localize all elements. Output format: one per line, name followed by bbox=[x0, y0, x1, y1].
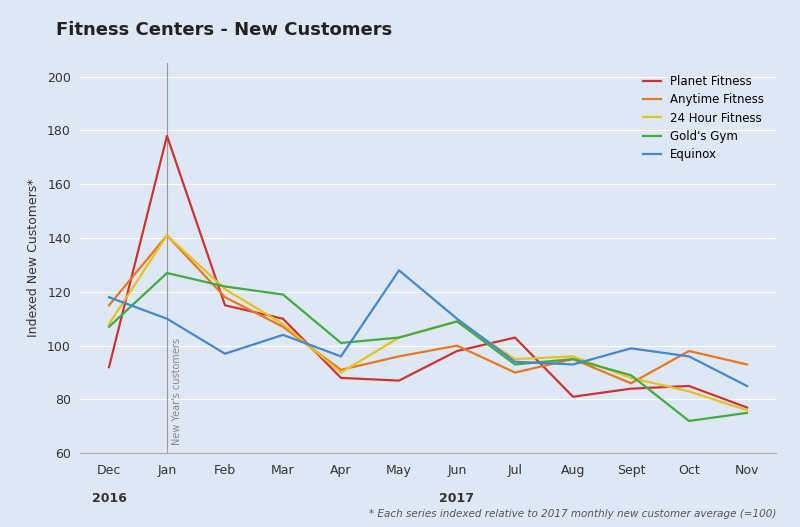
24 Hour Fitness bbox=[278, 321, 288, 327]
Anytime Fitness bbox=[336, 367, 346, 373]
Planet Fitness bbox=[220, 302, 230, 308]
24 Hour Fitness bbox=[104, 321, 114, 327]
Equinox bbox=[278, 331, 288, 338]
Planet Fitness bbox=[684, 383, 694, 389]
Text: 2016: 2016 bbox=[91, 492, 126, 505]
Anytime Fitness bbox=[684, 348, 694, 354]
24 Hour Fitness bbox=[452, 318, 462, 325]
Anytime Fitness bbox=[742, 362, 752, 368]
Text: Fitness Centers - New Customers: Fitness Centers - New Customers bbox=[56, 21, 392, 39]
Equinox bbox=[742, 383, 752, 389]
Equinox bbox=[626, 345, 636, 352]
Gold's Gym bbox=[568, 356, 578, 362]
Planet Fitness bbox=[278, 316, 288, 322]
Line: 24 Hour Fitness: 24 Hour Fitness bbox=[109, 236, 747, 410]
Anytime Fitness bbox=[220, 294, 230, 300]
Gold's Gym bbox=[162, 270, 172, 276]
Equinox bbox=[336, 353, 346, 359]
24 Hour Fitness bbox=[510, 356, 520, 362]
Planet Fitness bbox=[336, 375, 346, 381]
24 Hour Fitness bbox=[162, 232, 172, 239]
Anytime Fitness bbox=[394, 353, 404, 359]
24 Hour Fitness bbox=[568, 353, 578, 359]
Planet Fitness bbox=[742, 404, 752, 411]
24 Hour Fitness bbox=[336, 369, 346, 376]
Gold's Gym bbox=[394, 335, 404, 341]
Equinox bbox=[510, 358, 520, 365]
Anytime Fitness bbox=[104, 302, 114, 308]
Text: 2017: 2017 bbox=[439, 492, 474, 505]
Gold's Gym bbox=[336, 340, 346, 346]
24 Hour Fitness bbox=[626, 375, 636, 381]
Equinox bbox=[220, 350, 230, 357]
Anytime Fitness bbox=[452, 343, 462, 349]
Gold's Gym bbox=[626, 372, 636, 378]
Planet Fitness bbox=[104, 364, 114, 370]
Planet Fitness bbox=[452, 348, 462, 354]
Planet Fitness bbox=[510, 335, 520, 341]
Equinox bbox=[162, 316, 172, 322]
Text: * Each series indexed relative to 2017 monthly new customer average (=100): * Each series indexed relative to 2017 m… bbox=[369, 509, 776, 519]
Line: Equinox: Equinox bbox=[109, 270, 747, 386]
Planet Fitness bbox=[568, 394, 578, 400]
Planet Fitness bbox=[162, 133, 172, 139]
Line: Planet Fitness: Planet Fitness bbox=[109, 136, 747, 407]
Anytime Fitness bbox=[278, 324, 288, 330]
Equinox bbox=[452, 316, 462, 322]
Gold's Gym bbox=[510, 362, 520, 368]
24 Hour Fitness bbox=[684, 388, 694, 395]
24 Hour Fitness bbox=[742, 407, 752, 413]
Gold's Gym bbox=[278, 291, 288, 298]
Anytime Fitness bbox=[626, 380, 636, 386]
24 Hour Fitness bbox=[220, 286, 230, 292]
Gold's Gym bbox=[684, 418, 694, 424]
Gold's Gym bbox=[452, 318, 462, 325]
Planet Fitness bbox=[394, 377, 404, 384]
Equinox bbox=[568, 362, 578, 368]
Gold's Gym bbox=[220, 284, 230, 290]
Y-axis label: Indexed New Customers*: Indexed New Customers* bbox=[27, 179, 40, 337]
Equinox bbox=[394, 267, 404, 274]
Line: Gold's Gym: Gold's Gym bbox=[109, 273, 747, 421]
Anytime Fitness bbox=[510, 369, 520, 376]
Gold's Gym bbox=[104, 324, 114, 330]
Text: New Year's customers: New Year's customers bbox=[172, 338, 182, 445]
Line: Anytime Fitness: Anytime Fitness bbox=[109, 236, 747, 383]
Legend: Planet Fitness, Anytime Fitness, 24 Hour Fitness, Gold's Gym, Equinox: Planet Fitness, Anytime Fitness, 24 Hour… bbox=[637, 69, 770, 167]
24 Hour Fitness bbox=[394, 335, 404, 341]
Gold's Gym bbox=[742, 409, 752, 416]
Anytime Fitness bbox=[568, 356, 578, 362]
Equinox bbox=[684, 353, 694, 359]
Anytime Fitness bbox=[162, 232, 172, 239]
Planet Fitness bbox=[626, 386, 636, 392]
Equinox bbox=[104, 294, 114, 300]
